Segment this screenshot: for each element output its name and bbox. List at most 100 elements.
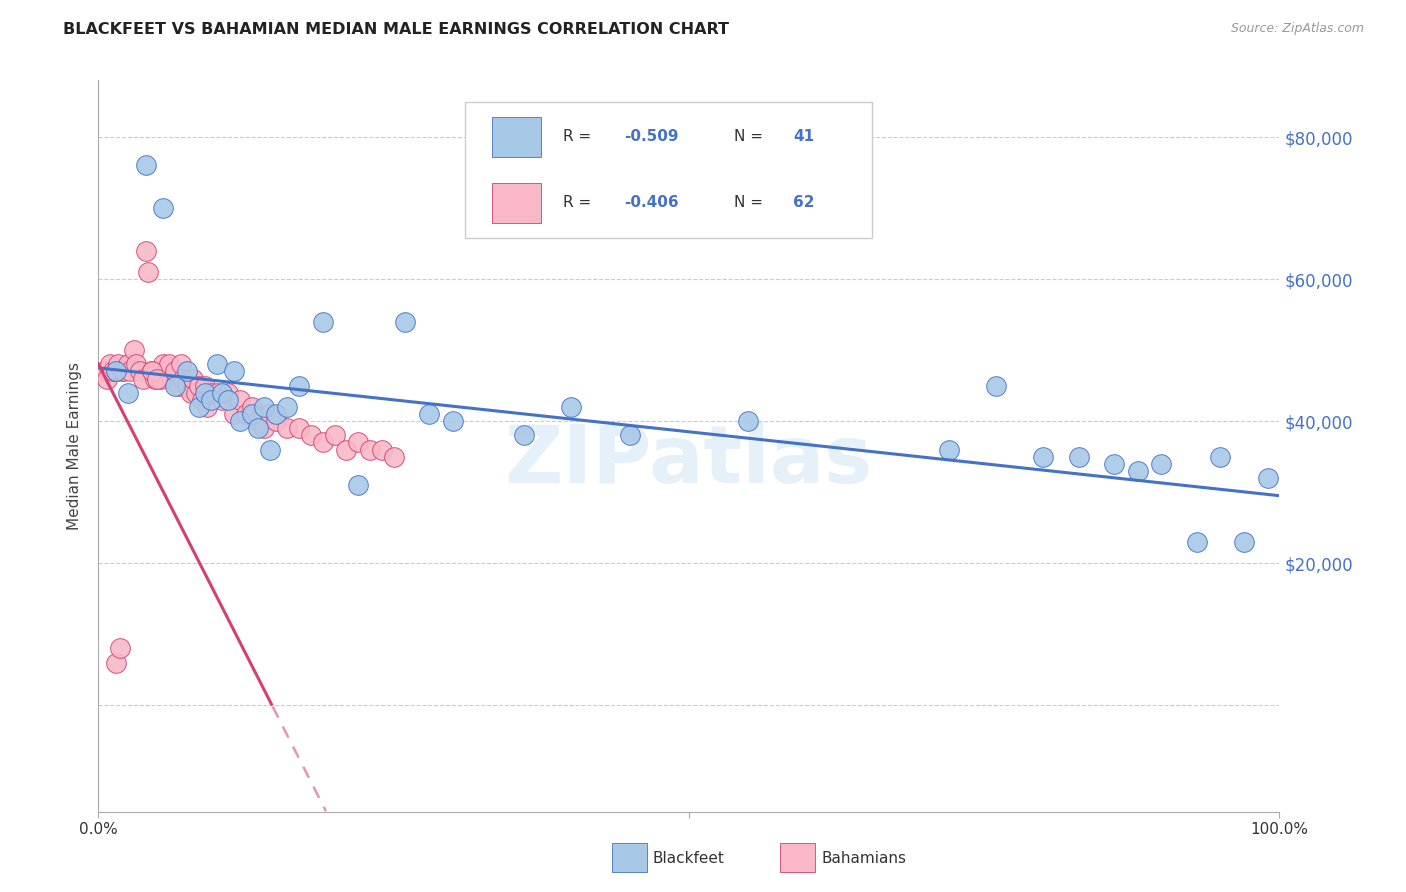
Point (1067, 450, 1090, 464)
Point (1150, 457, 1173, 471)
Text: -0.406: -0.406 (624, 195, 679, 211)
Point (186, 385, 208, 400)
Text: N =: N = (734, 129, 768, 145)
FancyBboxPatch shape (492, 183, 541, 223)
Point (394, 315, 416, 329)
Point (938, 442, 960, 457)
Point (288, 421, 311, 435)
Text: 41: 41 (793, 129, 814, 145)
Point (335, 442, 357, 457)
Text: ZIPatlas: ZIPatlas (505, 422, 873, 500)
Point (132, 371, 155, 385)
Point (187, 400, 209, 414)
Point (136, 265, 159, 279)
Text: R =: R = (562, 129, 596, 145)
Point (141, 364, 163, 378)
Point (299, 428, 322, 442)
Point (111, 364, 134, 378)
Point (167, 378, 190, 392)
Point (160, 371, 183, 385)
Text: BLACKFEET VS BAHAMIAN MEDIAN MALE EARNINGS CORRELATION CHART: BLACKFEET VS BAHAMIAN MEDIAN MALE EARNIN… (63, 22, 730, 37)
Point (441, 414, 464, 428)
Point (246, 421, 269, 435)
Point (1233, 534, 1256, 549)
Point (737, 414, 759, 428)
Point (200, 385, 222, 400)
Point (347, 478, 370, 492)
Point (146, 364, 169, 378)
Point (240, 407, 263, 421)
Y-axis label: Median Male Earnings: Median Male Earnings (67, 362, 83, 530)
Point (191, 392, 214, 407)
Point (246, 414, 269, 428)
Point (108, 641, 131, 656)
Point (135, 244, 157, 258)
Point (276, 400, 298, 414)
Point (619, 428, 641, 442)
Point (180, 385, 202, 400)
Point (1185, 534, 1208, 549)
Point (105, 364, 128, 378)
Point (1257, 471, 1279, 485)
Point (229, 414, 252, 428)
Point (984, 378, 1007, 392)
Point (195, 400, 218, 414)
Point (101, 364, 124, 378)
Point (1102, 457, 1125, 471)
Point (181, 371, 204, 385)
Point (165, 364, 187, 378)
Point (224, 407, 246, 421)
Point (200, 392, 222, 407)
Point (187, 378, 209, 392)
Point (560, 400, 582, 414)
Text: Bahamians: Bahamians (821, 851, 905, 865)
Point (172, 371, 194, 385)
Point (259, 442, 281, 457)
Point (235, 407, 257, 421)
Text: -0.509: -0.509 (624, 129, 679, 145)
Text: N =: N = (734, 195, 768, 211)
Text: Blackfeet: Blackfeet (652, 851, 724, 865)
Point (107, 357, 129, 371)
Point (240, 400, 263, 414)
Point (105, 364, 128, 378)
Point (264, 407, 287, 421)
Point (120, 364, 142, 378)
Point (152, 201, 174, 215)
Point (165, 378, 187, 392)
Point (205, 357, 228, 371)
Point (117, 357, 139, 371)
Point (253, 421, 276, 435)
Point (224, 364, 246, 378)
Point (217, 385, 239, 400)
Point (143, 371, 166, 385)
Point (288, 378, 311, 392)
Point (371, 442, 394, 457)
Point (312, 315, 335, 329)
Point (125, 357, 148, 371)
Point (229, 392, 252, 407)
Point (382, 450, 405, 464)
Point (176, 364, 198, 378)
Point (122, 343, 145, 358)
Point (347, 435, 370, 450)
Point (150, 371, 173, 385)
Point (93, 364, 115, 378)
Point (117, 385, 139, 400)
Point (170, 357, 193, 371)
Point (205, 385, 228, 400)
Point (176, 378, 198, 392)
Point (259, 407, 281, 421)
Point (157, 357, 180, 371)
Point (253, 400, 276, 414)
Point (211, 385, 233, 400)
Point (264, 414, 287, 428)
Point (112, 364, 135, 378)
Point (194, 385, 217, 400)
Point (418, 407, 440, 421)
Text: R =: R = (562, 195, 596, 211)
Point (141, 364, 163, 378)
Point (156, 364, 179, 378)
Point (96, 371, 118, 385)
Point (512, 428, 534, 442)
